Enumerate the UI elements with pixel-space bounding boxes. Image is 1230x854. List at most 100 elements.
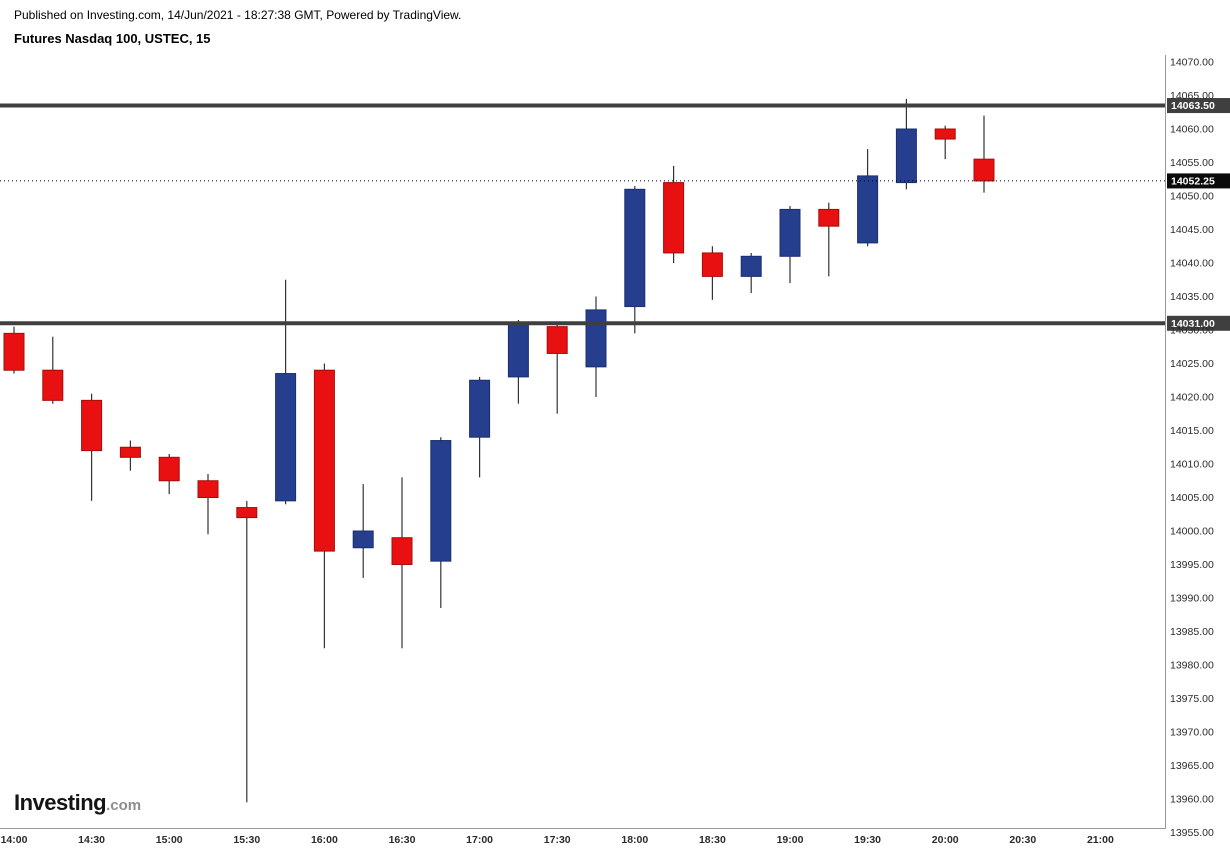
candle-body-down (3, 332, 25, 371)
horizontal-lines-layer[interactable]: 14063.50 14031.00 (0, 98, 1230, 331)
candle (3, 326, 25, 374)
y-axis-label: 14025.00 (1170, 358, 1214, 370)
y-axis-label: 13975.00 (1170, 693, 1214, 705)
candle-body-up (857, 175, 879, 244)
price-line-badge (1167, 98, 1230, 114)
candle (701, 246, 723, 300)
candle-body-up (275, 373, 297, 502)
y-axis-label: 14050.00 (1170, 191, 1214, 203)
candle-body-down (701, 252, 723, 277)
candle (391, 477, 413, 649)
x-axis-label: 16:30 (389, 834, 416, 846)
candle-body-down (42, 369, 64, 401)
x-axis-label: 20:30 (1009, 834, 1036, 846)
candle (275, 279, 297, 505)
candle (352, 484, 374, 578)
instrument-title: Futures Nasdaq 100, USTEC, 15 (14, 31, 211, 46)
candle (663, 165, 685, 263)
x-axis-label: 15:00 (156, 834, 183, 846)
candle-body-down (197, 480, 219, 498)
x-axis-label: 17:30 (544, 834, 571, 846)
x-axis-label: 20:00 (932, 834, 959, 846)
candle-body-up (430, 440, 452, 562)
candle (81, 393, 103, 501)
candle-body-down (313, 369, 335, 552)
y-axis-label: 14030.00 (1170, 325, 1214, 337)
x-axis-label: 18:00 (621, 834, 648, 846)
candles-layer (3, 98, 995, 803)
candle-body-up (507, 322, 529, 378)
y-axis-label: 13995.00 (1170, 559, 1214, 571)
current-price-badge (1167, 173, 1230, 189)
candle-body-up (779, 208, 801, 257)
investing-logo: Investing.com (14, 790, 141, 816)
current-price-badge-label: 14052.25 (1171, 175, 1215, 187)
logo-text: Investing (14, 790, 107, 815)
candle (857, 149, 879, 247)
candle-body-down (119, 446, 141, 458)
candle (236, 500, 258, 803)
candle (934, 125, 956, 160)
x-axis-label: 21:00 (1087, 834, 1114, 846)
price-line-badge (1167, 315, 1230, 331)
y-axis-label: 14060.00 (1170, 124, 1214, 136)
y-axis-label: 13955.00 (1170, 827, 1214, 839)
candle (546, 323, 568, 414)
candle-body-down (81, 399, 103, 452)
y-axis-label: 13960.00 (1170, 794, 1214, 806)
candle (895, 98, 917, 190)
candle-body-up (624, 188, 646, 308)
current-price-layer: 14052.25 (0, 173, 1230, 189)
candle-body-up (585, 309, 607, 368)
y-axis-label: 14045.00 (1170, 224, 1214, 236)
x-axis-label: 15:30 (233, 834, 260, 846)
candle-body-up (740, 255, 762, 277)
candle (624, 185, 646, 334)
y-axis-label: 13990.00 (1170, 593, 1214, 605)
candle (313, 363, 335, 649)
y-axis-label: 13965.00 (1170, 760, 1214, 772)
x-axis-label: 19:00 (777, 834, 804, 846)
price-line-badge-label: 14031.00 (1171, 318, 1215, 330)
candle-body-up (352, 530, 374, 549)
candle (42, 336, 64, 404)
axes-layer[interactable]: 14070.00 14065.00 14060.00 14055.00 14050.00… (0, 55, 1214, 846)
y-axis-label: 14015.00 (1170, 425, 1214, 437)
candle-body-up (895, 128, 917, 184)
candle (197, 474, 219, 535)
candle (779, 206, 801, 284)
x-axis-label: 18:30 (699, 834, 726, 846)
x-axis-label: 17:00 (466, 834, 493, 846)
y-axis-label: 14005.00 (1170, 492, 1214, 504)
candle-body-down (546, 326, 568, 354)
y-axis-label: 13980.00 (1170, 660, 1214, 672)
y-axis-label: 14065.00 (1170, 90, 1214, 102)
candle-body-down (934, 128, 956, 140)
logo-suffix-text: .com (106, 797, 142, 814)
y-axis-label: 13970.00 (1170, 727, 1214, 739)
y-axis-label: 14055.00 (1170, 157, 1214, 169)
candle-body-down (663, 182, 685, 254)
x-axis-label: 14:30 (78, 834, 105, 846)
y-axis-label: 14010.00 (1170, 459, 1214, 471)
y-axis-label: 14040.00 (1170, 258, 1214, 270)
candle-body-down (818, 208, 840, 227)
candle (585, 296, 607, 397)
candle-body-down (236, 507, 258, 519)
candle (507, 319, 529, 404)
candle (469, 376, 491, 478)
y-axis-label: 14070.00 (1170, 57, 1214, 69)
candle-body-down (391, 537, 413, 566)
price-line-badge-label: 14063.50 (1171, 100, 1215, 112)
x-axis-label: 19:30 (854, 834, 881, 846)
y-axis-label: 13985.00 (1170, 626, 1214, 638)
candle (740, 252, 762, 294)
candle (430, 437, 452, 609)
y-axis-label: 14020.00 (1170, 392, 1214, 404)
y-axis-label: 14035.00 (1170, 291, 1214, 303)
candle-body-down (973, 158, 995, 182)
attribution-text: Published on Investing.com, 14/Jun/2021 … (14, 8, 462, 22)
candle-body-down (158, 456, 180, 482)
